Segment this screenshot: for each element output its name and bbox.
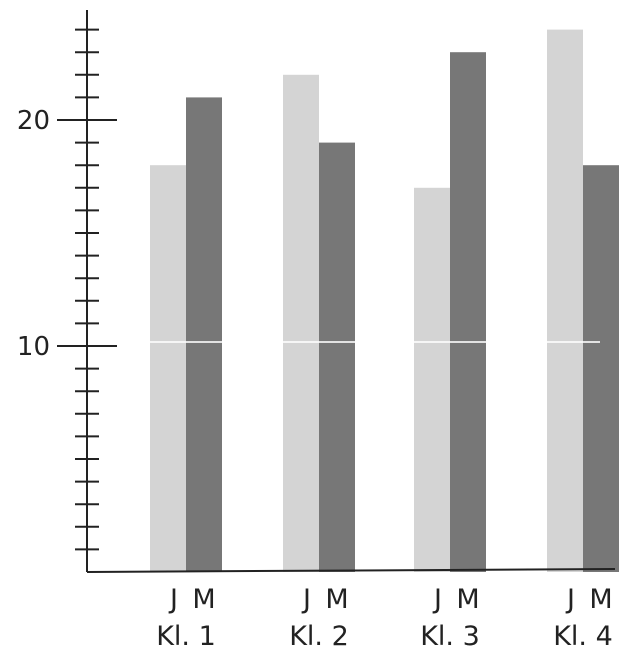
category-label-3: Kl. 3	[420, 621, 480, 650]
series-label-j-2: J	[301, 584, 311, 615]
series-label-m-3: M	[456, 584, 479, 615]
series-label-m-4: M	[589, 584, 612, 615]
series-label-m-1: M	[192, 584, 215, 615]
category-label-4: Kl. 4	[553, 621, 613, 650]
bar-m-3	[450, 52, 486, 572]
bar-j-4	[547, 30, 583, 572]
bars-layer	[87, 30, 619, 572]
bar-m-4	[583, 165, 619, 572]
series-label-j-1: J	[168, 584, 178, 615]
bar-m-1	[186, 97, 222, 572]
y-tick-label-10: 10	[17, 332, 50, 362]
y-tick-label-20: 20	[17, 106, 50, 136]
bar-j-2	[283, 75, 319, 572]
series-label-m-2: M	[325, 584, 348, 615]
category-label-1: Kl. 1	[156, 621, 216, 650]
category-label-2: Kl. 2	[289, 621, 349, 650]
series-label-j-4: J	[565, 584, 575, 615]
bar-j-3	[414, 188, 450, 572]
bar-m-2	[319, 143, 355, 572]
bar-j-1	[150, 165, 186, 572]
series-label-j-3: J	[432, 584, 442, 615]
